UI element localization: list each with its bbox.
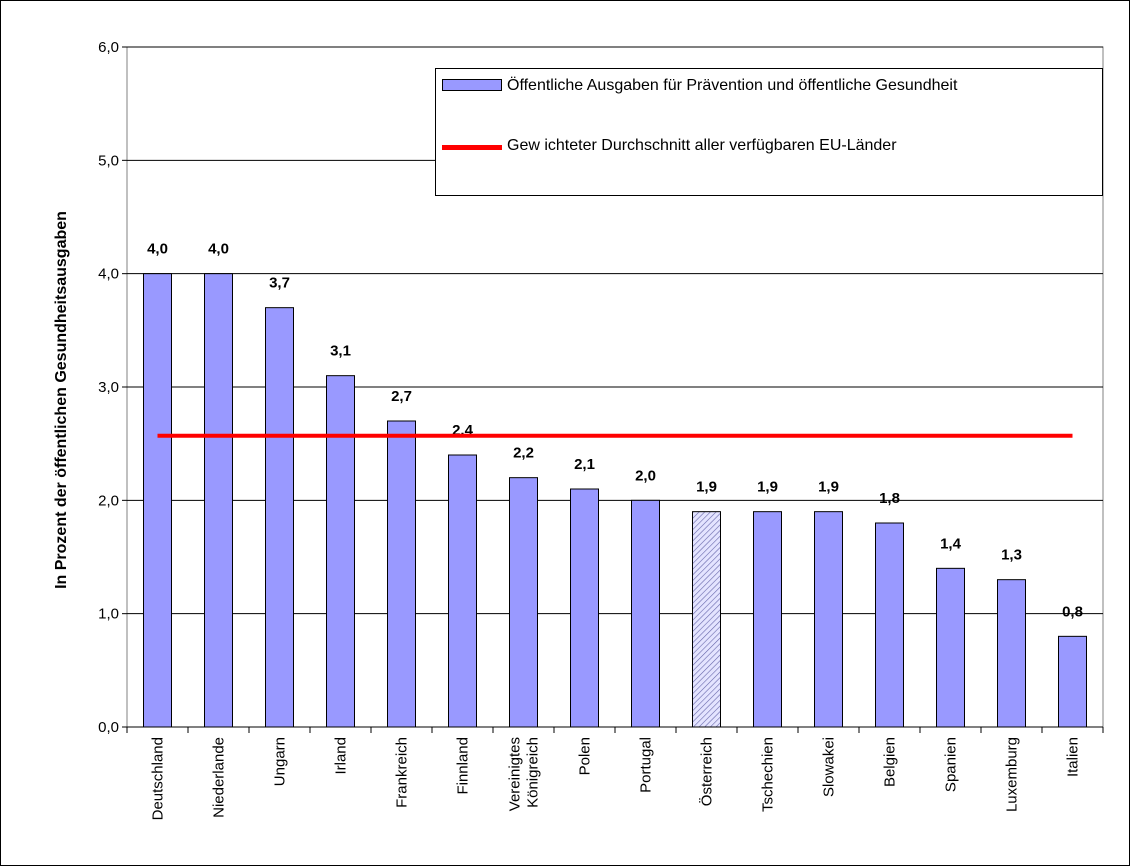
legend-swatch: [442, 145, 502, 150]
y-tick-label: 5,0: [98, 152, 119, 169]
bar: [204, 273, 233, 728]
y-tick-label: 3,0: [98, 379, 119, 396]
legend: Öffentliche Ausgaben für Prävention und …: [435, 68, 1103, 196]
y-tick-label: 6,0: [98, 39, 119, 56]
x-tick-label: Polen: [577, 737, 594, 775]
x-tick-label: VereinigtesKönigreich: [507, 737, 542, 811]
legend-swatch: [442, 79, 502, 91]
data-label: 3,1: [330, 343, 351, 360]
data-label: 0,8: [1062, 603, 1083, 620]
x-tick-label: Slowakei: [821, 737, 838, 797]
data-label: 1,4: [940, 535, 962, 552]
y-tick-label: 0,0: [98, 719, 119, 736]
y-tick-label: 4,0: [98, 266, 119, 283]
x-tick-label: Tschechien: [760, 737, 777, 812]
bar: [936, 567, 965, 728]
legend-label: Gew ichteter Durchschnitt aller verfügba…: [507, 137, 897, 154]
bar: [509, 477, 538, 728]
data-label: 4,0: [147, 241, 168, 258]
y-tick-label: 1,0: [98, 606, 119, 623]
legend-label: Öffentliche Ausgaben für Prävention und …: [507, 77, 958, 94]
x-tick-label: Deutschland: [150, 737, 167, 820]
bar: [753, 511, 782, 728]
x-tick-label: Finnland: [455, 737, 472, 795]
bar: [326, 375, 355, 728]
bar: [570, 488, 599, 728]
bar: [387, 420, 416, 728]
data-label: 2,1: [574, 456, 595, 473]
data-label: 1,8: [879, 490, 900, 507]
bar: [875, 522, 904, 728]
bar: [143, 273, 172, 728]
bar: [814, 511, 843, 728]
y-tick-label: 2,0: [98, 492, 119, 509]
bar: [265, 307, 294, 728]
bar: [1058, 635, 1087, 728]
bar: [997, 579, 1026, 728]
y-axis-label: In Prozent der öffentlichen Gesundheitsa…: [53, 211, 70, 589]
x-tick-label: Italien: [1065, 737, 1082, 777]
x-tick-label: Spanien: [943, 737, 960, 792]
legend-entry: Gew ichteter Durchschnitt aller verfügba…: [442, 135, 897, 157]
bar: [631, 499, 660, 728]
data-label: 3,7: [269, 275, 290, 292]
data-label: 1,9: [818, 479, 839, 496]
data-label: 2,7: [391, 388, 412, 405]
data-label: 1,9: [757, 479, 778, 496]
bar: [448, 454, 477, 728]
x-tick-label: Frankreich: [394, 737, 411, 808]
x-tick-label: Ungarn: [272, 737, 289, 786]
bar: [692, 511, 721, 728]
data-label: 4,0: [208, 241, 229, 258]
data-label: 1,9: [696, 479, 717, 496]
x-tick-label: Niederlande: [211, 737, 228, 818]
x-tick-label: Belgien: [882, 737, 899, 787]
x-tick-label: Irland: [333, 737, 350, 775]
x-tick-label: Österreich: [698, 737, 716, 806]
legend-entry: Öffentliche Ausgaben für Prävention und …: [442, 75, 1002, 97]
x-tick-label: Luxemburg: [1004, 737, 1021, 812]
data-label: 2,0: [635, 467, 656, 484]
x-tick-label: Portugal: [638, 737, 655, 793]
data-label: 1,3: [1001, 547, 1022, 564]
data-label: 2,2: [513, 445, 534, 462]
